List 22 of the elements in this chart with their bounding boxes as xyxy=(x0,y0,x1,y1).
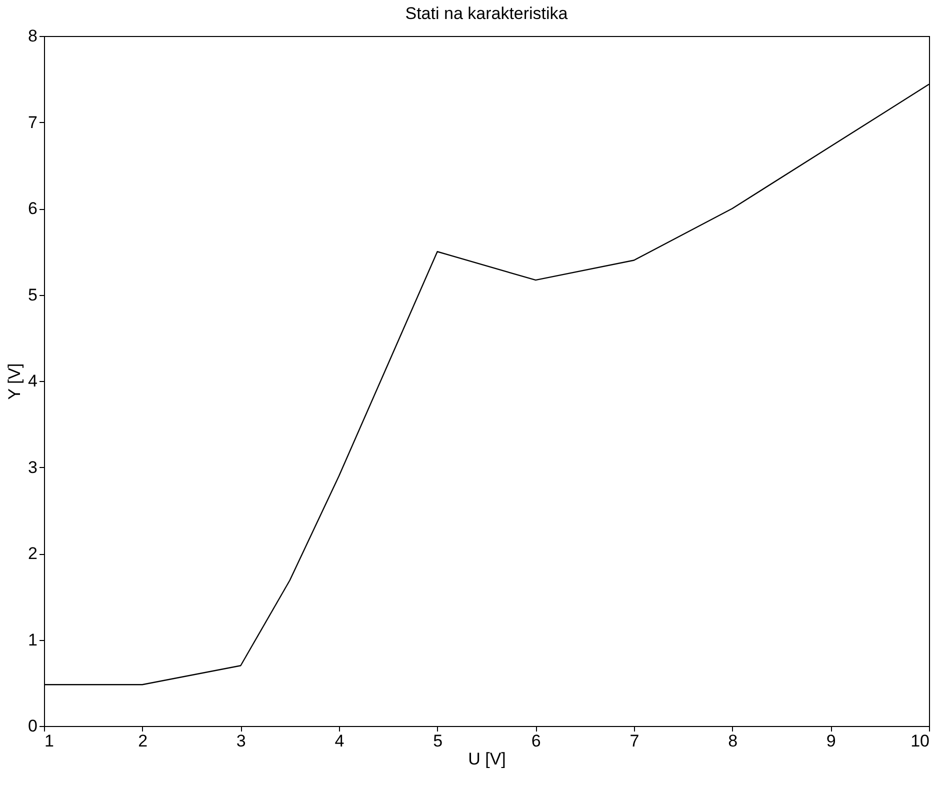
x-tick-label: 2 xyxy=(138,732,148,750)
x-tick-label: 4 xyxy=(334,732,344,750)
x-tick-label: 9 xyxy=(826,732,836,750)
y-tick-label: 3 xyxy=(28,458,38,477)
x-tick-label: 3 xyxy=(236,732,246,750)
x-tick-label: 1 xyxy=(44,732,54,750)
y-tick-label: 4 xyxy=(28,372,38,390)
x-tick-label: 8 xyxy=(728,732,738,750)
y-axis-title: Y [V] xyxy=(5,363,24,400)
x-tick-label: 6 xyxy=(531,732,541,750)
x-tick-label: 10 xyxy=(910,732,930,750)
chart-title: Stati na karakteristika xyxy=(405,4,568,23)
y-tick-label: 0 xyxy=(28,716,38,736)
y-tick-label: 6 xyxy=(28,199,38,218)
x-tick-label: 7 xyxy=(630,732,640,750)
x-tick-label: 5 xyxy=(433,732,443,750)
x-axis-title: U [V] xyxy=(468,750,506,768)
y-tick-label: 7 xyxy=(28,112,38,132)
y-tick-label: 5 xyxy=(28,285,38,304)
y-tick-label: 1 xyxy=(28,630,38,650)
y-tick-label: 2 xyxy=(28,544,38,563)
y-tick-label: 8 xyxy=(28,26,38,46)
